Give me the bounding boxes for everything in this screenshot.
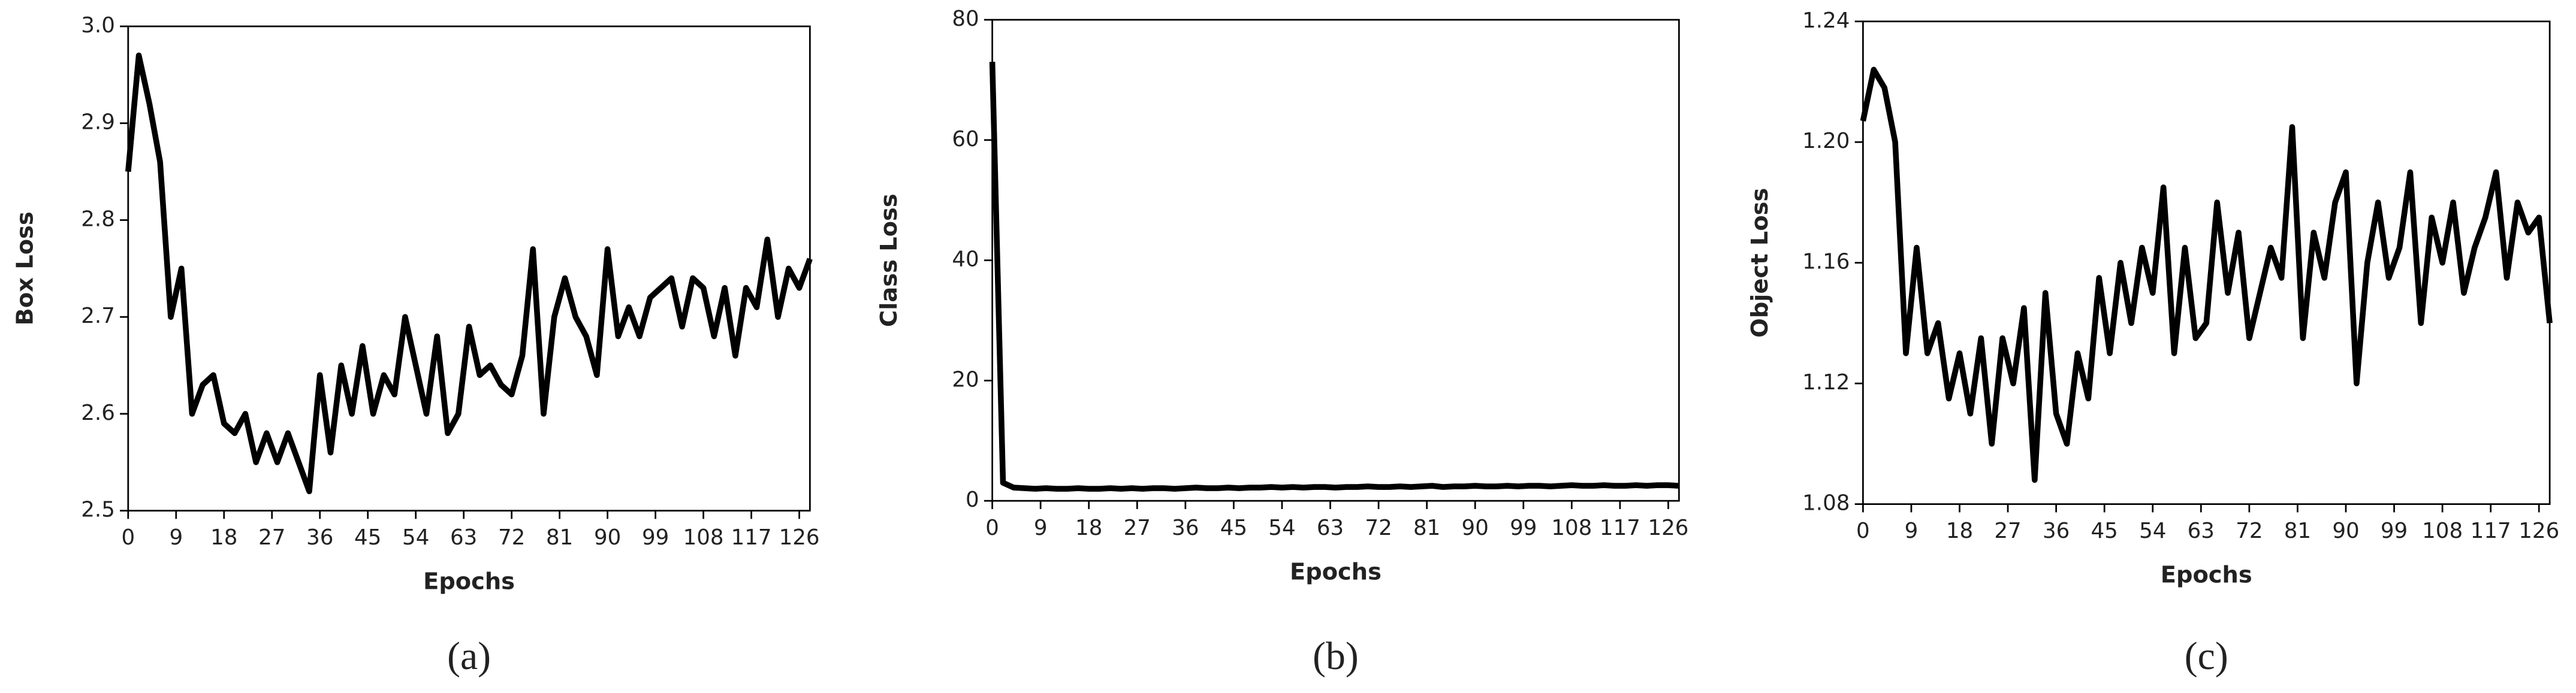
x-tick-label: 18 [1946,519,1973,543]
x-tick-label: 126 [1648,516,1688,540]
x-tick-label: 63 [2188,519,2215,543]
x-tick-label: 45 [354,525,381,550]
x-tick-label: 27 [258,525,285,550]
plot-frame [127,25,811,512]
loss-line [1860,66,2553,483]
x-tick-label: 9 [1905,519,1919,543]
x-tick-label: 36 [1172,516,1199,540]
y-tick-label: 1.16 [1802,250,1850,274]
x-tick-label: 117 [1600,516,1640,540]
y-tick-label: 2.7 [81,304,115,328]
x-tick-label: 99 [642,525,669,550]
x-tick-label: 36 [2043,519,2070,543]
x-axis-title: Epochs [423,568,515,595]
y-tick-label: 1.20 [1802,129,1850,153]
x-tick-label: 72 [1365,516,1392,540]
y-tick-label: 2.9 [81,110,115,135]
caption: (a) [447,634,491,678]
y-tick-label: 1.12 [1802,370,1850,395]
x-tick-label: 36 [306,525,333,550]
y-tick-label: 0 [966,488,979,512]
y-tick-label: 80 [952,7,979,31]
y-tick-label: 3.0 [81,13,115,38]
loss-line [989,62,1679,492]
x-tick-label: 0 [1856,519,1870,543]
x-tick-label: 99 [1510,516,1537,540]
x-tick-label: 81 [1413,516,1440,540]
y-tick-label: 1.08 [1802,491,1850,516]
x-tick-label: 99 [2381,519,2408,543]
y-axis-title: Box Loss [11,211,38,325]
y-tick-label: 2.6 [81,401,115,425]
x-tick-label: 45 [1220,516,1247,540]
caption: (b) [1313,634,1359,678]
plot-frame [1862,20,2551,506]
y-tick-label: 40 [952,247,979,272]
x-tick-label: 9 [1034,516,1048,540]
y-tick-label: 2.5 [81,498,115,522]
x-tick-label: 90 [2332,519,2359,543]
y-axis-title: Class Loss [876,193,903,327]
plot-frame [991,19,1680,502]
y-tick-label: 1.24 [1802,8,1850,33]
x-axis-title: Epochs [2161,562,2252,589]
caption: (c) [2185,634,2228,678]
x-tick-label: 27 [1994,519,2021,543]
y-tick-label: 2.8 [81,207,115,231]
x-tick-label: 90 [1462,516,1489,540]
x-tick-label: 18 [210,525,237,550]
x-tick-label: 72 [2236,519,2263,543]
x-tick-label: 9 [169,525,183,550]
y-tick-label: 60 [952,127,979,152]
x-tick-label: 126 [2518,519,2559,543]
x-axis-title: Epochs [1290,558,1381,585]
x-tick-label: 117 [731,525,772,550]
x-tick-label: 108 [2422,519,2463,543]
x-tick-label: 72 [498,525,525,550]
x-tick-label: 108 [1551,516,1592,540]
x-tick-label: 90 [594,525,621,550]
x-tick-label: 0 [985,516,999,540]
x-tick-label: 18 [1075,516,1102,540]
y-tick-label: 20 [952,367,979,392]
x-tick-label: 63 [450,525,477,550]
x-tick-label: 45 [2091,519,2118,543]
x-tick-label: 108 [683,525,724,550]
x-tick-label: 0 [121,525,135,550]
x-tick-label: 54 [2139,519,2166,543]
x-tick-label: 126 [779,525,820,550]
x-tick-label: 81 [2284,519,2311,543]
x-tick-label: 54 [1268,516,1295,540]
x-tick-label: 27 [1124,516,1151,540]
loss-line [125,52,813,495]
x-tick-label: 81 [546,525,573,550]
x-tick-label: 54 [402,525,429,550]
x-tick-label: 63 [1317,516,1344,540]
x-tick-label: 117 [2471,519,2511,543]
y-axis-title: Object Loss [1747,188,1773,338]
